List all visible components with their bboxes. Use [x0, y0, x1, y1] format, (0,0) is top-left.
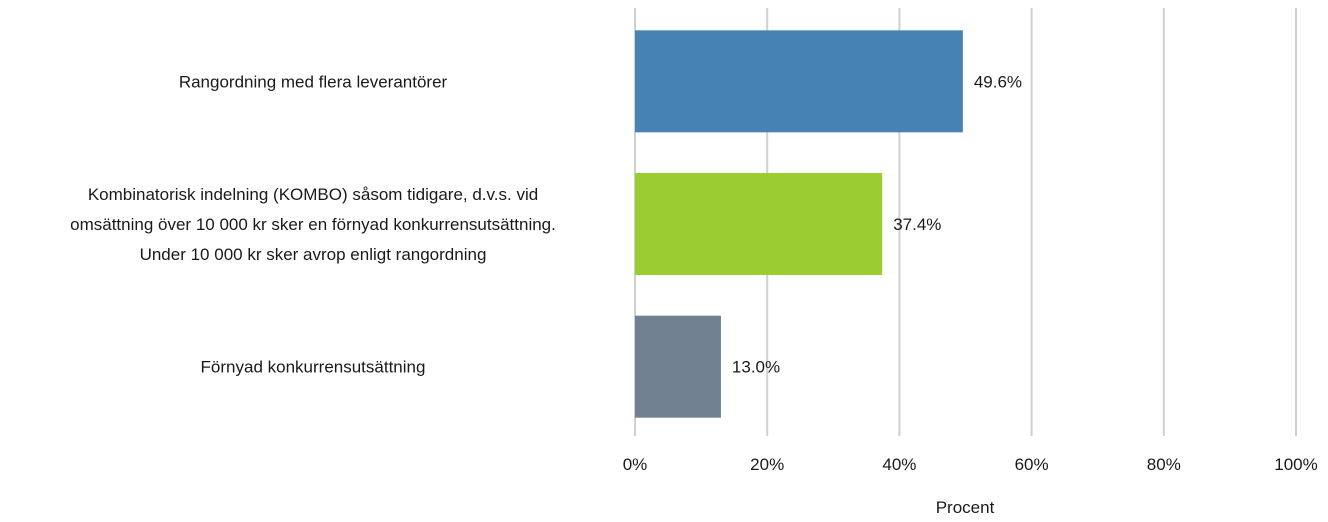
category-label-1-line-0: Kombinatorisk indelning (KOMBO) såsom ti…: [88, 185, 538, 204]
x-tick-label-4: 80%: [1147, 455, 1181, 474]
data-label-0: 49.6%: [974, 72, 1022, 91]
bars: [635, 30, 963, 418]
x-tick-label-1: 20%: [750, 455, 784, 474]
bar-0: [635, 30, 963, 133]
bar-1: [635, 173, 883, 275]
x-tick-label-5: 100%: [1274, 455, 1317, 474]
x-tick-label-3: 60%: [1015, 455, 1049, 474]
category-label-1-line-2: Under 10 000 kr sker avrop enligt rangor…: [140, 245, 487, 264]
x-axis-title: Procent: [936, 498, 995, 517]
x-tick-labels: 0% 20% 40% 60% 80% 100%: [623, 455, 1318, 474]
category-labels: Rangordning med flera leverantörer Kombin…: [70, 72, 556, 376]
data-label-1: 37.4%: [893, 215, 941, 234]
data-label-2: 13.0%: [732, 358, 780, 377]
bar-2: [635, 315, 721, 418]
category-label-0-line-0: Rangordning med flera leverantörer: [179, 72, 448, 91]
category-label-2-line-0: Förnyad konkurrensutsättning: [201, 358, 426, 377]
data-labels: 49.6% 37.4% 13.0%: [732, 72, 1022, 376]
category-label-1-line-1: omsättning över 10 000 kr sker en förnya…: [70, 215, 556, 234]
x-tick-label-2: 40%: [882, 455, 916, 474]
x-tick-label-0: 0%: [623, 455, 648, 474]
